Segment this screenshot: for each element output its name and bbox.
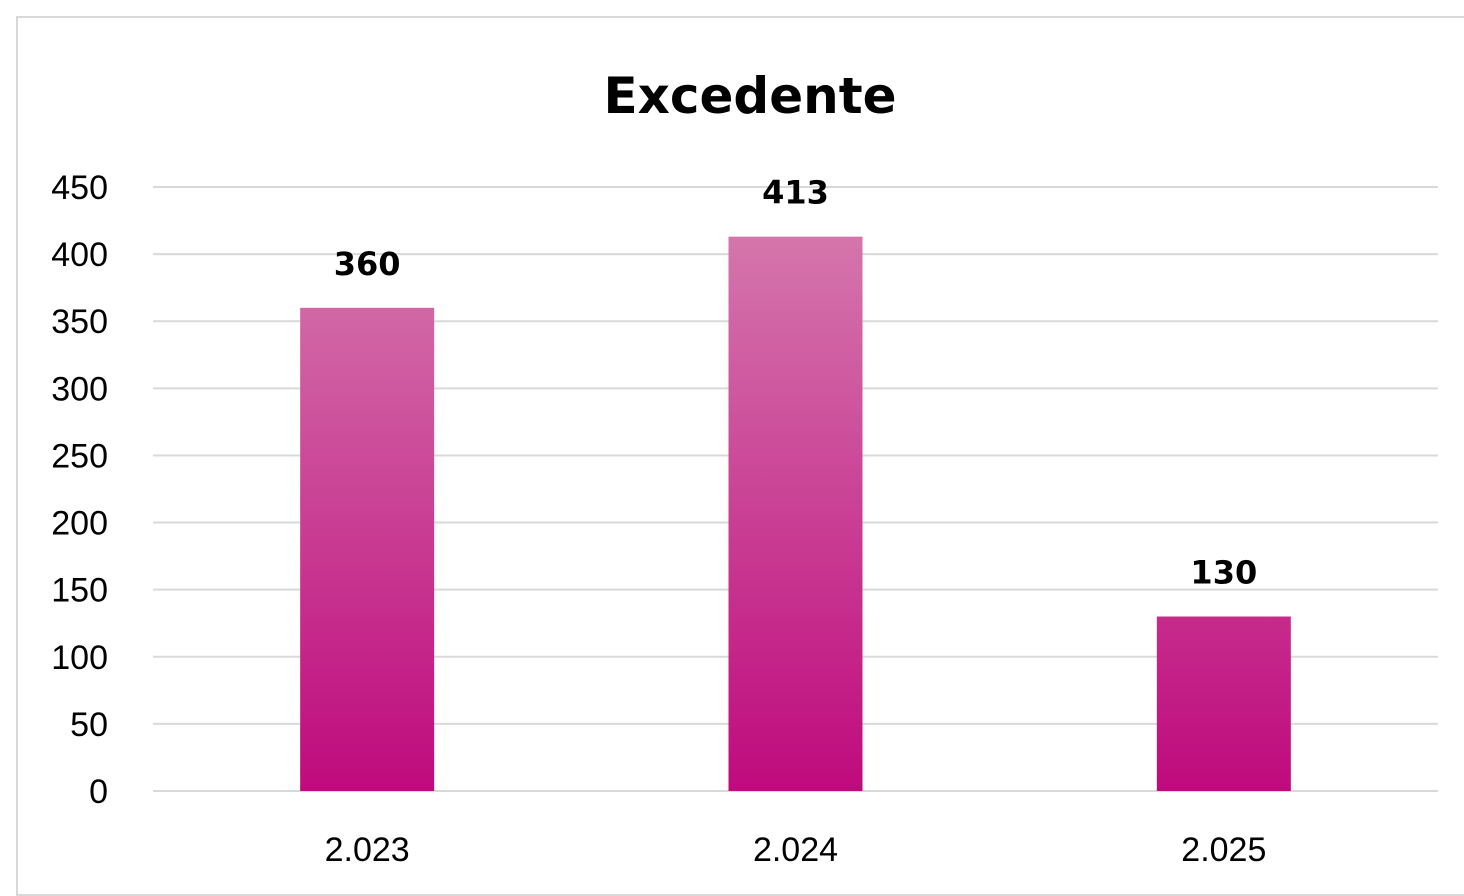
y-tick-label: 400: [51, 236, 108, 274]
bars: [300, 236, 1291, 791]
y-tick-label: 50: [70, 706, 108, 744]
bar-2025: [1156, 616, 1291, 791]
x-tick-label: 2.023: [325, 831, 410, 869]
chart-title: Excedente: [603, 67, 896, 125]
y-axis-ticks: 0 50 100 150 200 250 300 350 400 450: [51, 169, 108, 811]
y-tick-label: 100: [51, 639, 108, 677]
bar-2023: [300, 307, 435, 791]
y-tick-label: 250: [51, 437, 108, 475]
data-labels: 360 413 130: [334, 174, 1257, 592]
y-tick-label: 300: [51, 370, 108, 408]
y-tick-label: 0: [89, 773, 108, 811]
x-axis-ticks: 2.023 2.024 2.025: [325, 831, 1267, 869]
y-tick-label: 350: [51, 303, 108, 341]
data-label: 413: [762, 174, 829, 212]
y-tick-label: 150: [51, 572, 108, 610]
bar-2024: [728, 236, 863, 791]
data-label: 360: [334, 245, 401, 283]
y-tick-label: 450: [51, 169, 108, 207]
x-tick-label: 2.025: [1181, 831, 1266, 869]
x-tick-label: 2.024: [753, 831, 838, 869]
data-label: 130: [1190, 554, 1257, 592]
y-tick-label: 200: [51, 505, 108, 543]
